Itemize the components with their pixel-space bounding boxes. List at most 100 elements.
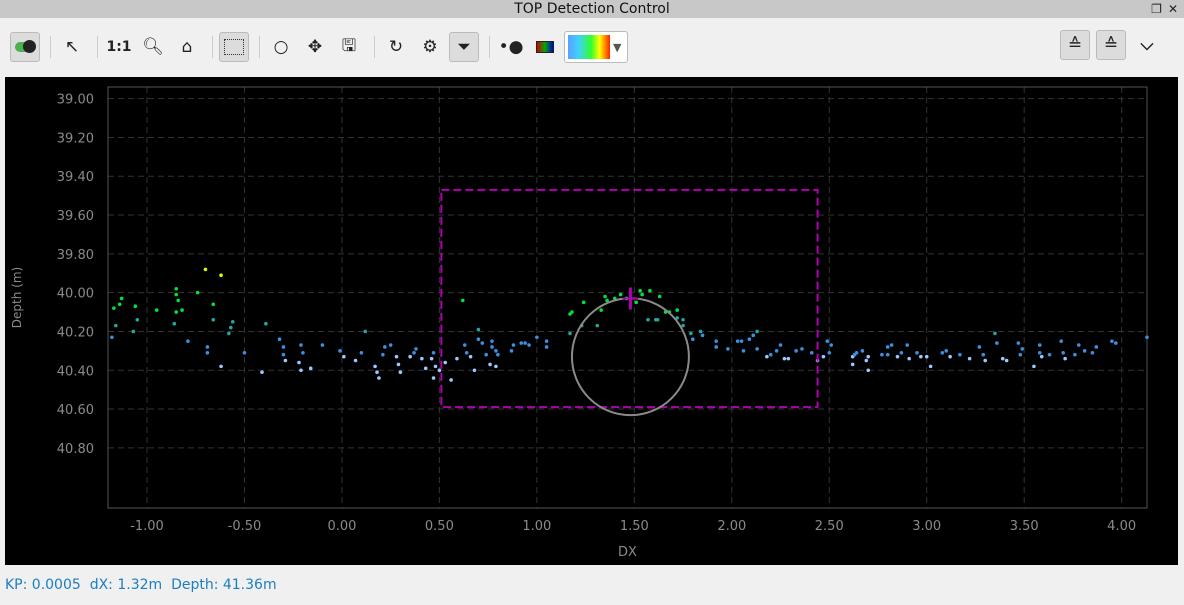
y-tick-label: 39.60 <box>57 209 94 224</box>
data-point <box>488 362 492 367</box>
data-point <box>227 331 231 336</box>
data-point <box>907 356 911 361</box>
data-point <box>778 343 783 347</box>
zoom-button[interactable]: 🔍︎ <box>138 32 168 62</box>
data-point <box>394 354 399 359</box>
data-point <box>782 356 787 361</box>
data-point <box>283 358 288 363</box>
data-point <box>905 343 910 347</box>
data-point <box>794 349 798 353</box>
data-point <box>460 298 465 303</box>
data-point <box>174 310 179 314</box>
data-point <box>928 364 933 369</box>
ring-button[interactable]: ○ <box>266 32 296 62</box>
data-point <box>1094 345 1099 349</box>
x-tick-label: 3.00 <box>912 519 941 534</box>
data-point <box>603 294 607 299</box>
data-point <box>180 308 184 312</box>
data-point <box>638 288 642 293</box>
more-button[interactable]: ⌵ <box>1132 30 1162 60</box>
data-point <box>462 343 467 347</box>
data-point <box>993 331 997 336</box>
data-point <box>449 378 453 382</box>
data-point <box>308 366 313 371</box>
data-point <box>320 343 325 347</box>
point-style-icon: •● <box>498 37 524 57</box>
y-tick-label: 39.40 <box>57 170 94 185</box>
depth-plot[interactable]: -1.00 -0.50 0.00 0.50 1.00 1.50 2.00 2.50 3.00 3.… <box>5 77 1178 565</box>
data-point <box>472 368 477 373</box>
data-point <box>373 364 377 369</box>
refresh-button[interactable]: ↻ <box>381 32 411 62</box>
move-button[interactable]: ✥ <box>300 32 330 62</box>
data-point <box>383 345 387 349</box>
filter-button[interactable]: ⏷ <box>449 32 479 62</box>
window-title: TOP Detection Control <box>514 1 670 17</box>
x-tick-label: -0.50 <box>228 519 262 534</box>
data-point <box>1037 350 1042 355</box>
data-point <box>423 366 428 371</box>
data-point <box>983 358 988 363</box>
sonar-up-icon: ≙ <box>1067 35 1083 55</box>
save-icon: 🖫︎ <box>341 35 357 56</box>
save-button[interactable]: 🖫︎ <box>334 32 364 62</box>
data-point <box>412 350 416 355</box>
home-button[interactable]: ⌂ <box>172 32 202 62</box>
data-point <box>854 350 859 355</box>
data-point <box>1061 350 1065 355</box>
one-to-one-button[interactable]: 1:1 <box>106 39 132 55</box>
sonar-up-button[interactable]: ≙ <box>1060 30 1090 60</box>
restore-icon[interactable]: ❐ <box>1151 2 1162 16</box>
data-point <box>509 349 514 353</box>
data-point <box>131 329 136 334</box>
data-point <box>1000 356 1005 361</box>
point-style-button[interactable]: •● <box>496 32 526 62</box>
data-point <box>924 354 929 359</box>
scatter-chart[interactable]: -1.00 -0.50 0.00 0.50 1.00 1.50 2.00 2.50 3.00 3.… <box>5 77 1178 565</box>
data-point <box>494 364 498 369</box>
data-point <box>1004 358 1009 363</box>
close-icon[interactable]: ✕ <box>1167 2 1178 16</box>
data-point <box>866 368 871 373</box>
data-point <box>648 288 652 293</box>
y-tick-label: 40.00 <box>57 287 94 302</box>
data-point <box>866 354 871 359</box>
data-point <box>1073 352 1077 357</box>
status-bar: KP: 0.0005 dX: 1.32m Depth: 41.36m <box>5 577 277 593</box>
data-point <box>1018 352 1023 357</box>
select-region-button[interactable] <box>219 32 249 62</box>
data-point <box>646 318 650 322</box>
data-point <box>429 356 434 361</box>
toggle-button[interactable] <box>10 32 40 62</box>
data-point <box>205 345 210 349</box>
x-tick-label: 2.50 <box>815 519 844 534</box>
color-button[interactable] <box>530 32 560 62</box>
data-point <box>301 350 305 355</box>
sonar-down-button[interactable]: ≙ <box>1096 30 1126 60</box>
data-point <box>172 321 177 326</box>
data-point <box>919 354 923 359</box>
data-point <box>375 370 379 374</box>
data-point <box>755 329 759 334</box>
data-point <box>420 356 424 361</box>
y-tick-label: 40.20 <box>57 325 94 340</box>
pointer-button[interactable]: ↖ <box>57 32 87 62</box>
x-tick-label: 0.00 <box>327 519 356 534</box>
data-point <box>1145 335 1149 340</box>
data-point <box>353 358 358 363</box>
settings-button[interactable]: ⚙ <box>415 32 445 62</box>
data-point <box>981 352 986 357</box>
x-tick-label: 2.00 <box>717 519 746 534</box>
data-point <box>176 298 180 303</box>
data-point <box>821 354 826 359</box>
colormap-dropdown[interactable]: ▼ <box>564 31 628 63</box>
data-point <box>735 339 740 343</box>
data-point <box>714 345 718 349</box>
data-point <box>299 368 303 373</box>
data-point <box>570 310 574 314</box>
data-point <box>1082 349 1087 353</box>
data-point <box>110 335 114 340</box>
data-point <box>655 318 660 322</box>
data-point <box>511 343 516 347</box>
data-point <box>133 304 138 309</box>
